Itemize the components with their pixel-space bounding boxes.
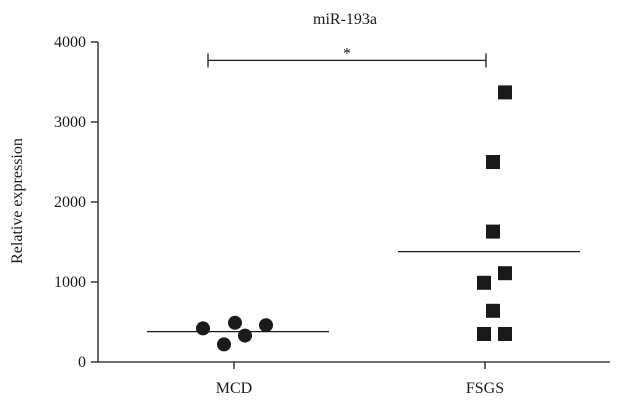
y-tick-label: 3000 [54, 114, 86, 131]
y-axis-label: Relative expression [9, 138, 26, 264]
mean-lines [147, 250, 580, 333]
data-point [228, 315, 242, 330]
x-tick-label: MCD [216, 380, 252, 397]
y-tick-label: 4000 [54, 34, 86, 51]
y-tick-label: 1000 [54, 274, 86, 291]
data-point [498, 327, 512, 341]
data-point [486, 155, 500, 169]
x-tick-label: FSGS [466, 380, 504, 397]
data-point [477, 327, 491, 341]
data-point [498, 85, 512, 100]
data-point [486, 303, 500, 318]
significance-bracket: * [207, 45, 487, 68]
significance-label: * [343, 45, 351, 62]
data-point [259, 318, 273, 333]
chart-title: miR-193a [313, 11, 377, 28]
y-ticks: 0 1000 2000 3000 4000 [54, 34, 98, 371]
data-point [238, 328, 252, 343]
data-point [196, 321, 210, 336]
y-tick-label: 2000 [54, 194, 86, 211]
data-point [477, 275, 491, 290]
data-point [498, 266, 512, 281]
y-tick-label: 0 [78, 354, 86, 371]
x-ticks: MCD FSGS [216, 362, 504, 397]
data-point [486, 224, 500, 239]
data-point [217, 337, 231, 352]
data-points [196, 85, 512, 352]
